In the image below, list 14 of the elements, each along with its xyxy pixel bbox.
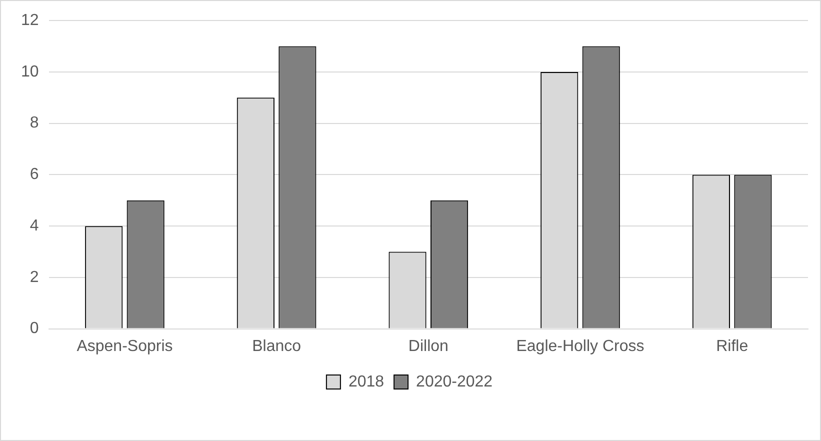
y-tick-label: 0: [30, 320, 39, 338]
x-tick-label: Blanco: [252, 338, 302, 355]
x-tick-label: Aspen-Sopris: [76, 338, 173, 355]
y-tick-label: 6: [30, 166, 39, 184]
y-tick-label: 2: [30, 268, 39, 286]
y-tick-label: 8: [30, 114, 39, 132]
y-tick-label: 10: [21, 63, 39, 80]
y-tick-label: 4: [30, 217, 39, 234]
legend-label: 2018: [348, 373, 384, 390]
x-tick-label: Dillon: [408, 338, 448, 355]
x-tick-label: Rifle: [716, 338, 748, 355]
legend-label: 2020-2022: [416, 373, 493, 390]
y-tick-label: 12: [21, 12, 39, 30]
x-tick-label: Eagle-Holly Cross: [516, 338, 644, 355]
